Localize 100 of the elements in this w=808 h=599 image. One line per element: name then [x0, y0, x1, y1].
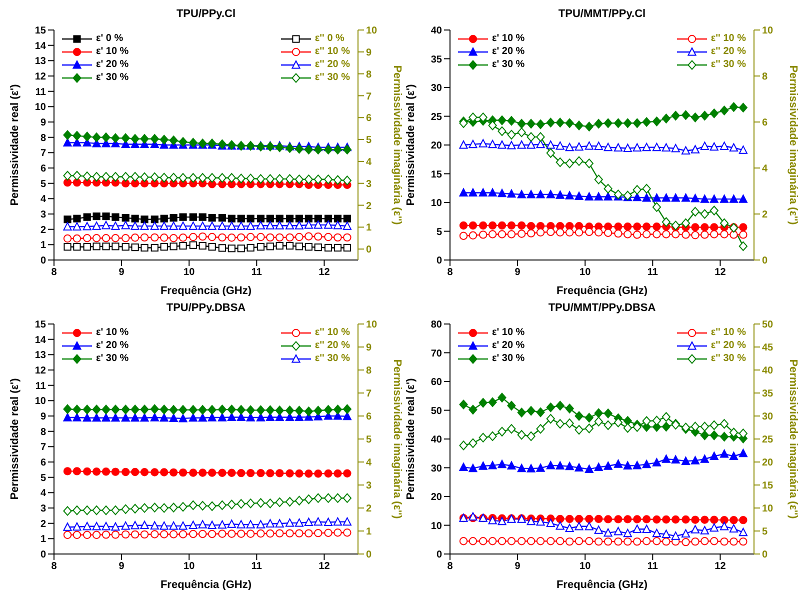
- y-axis-title: Permissividade real (ε'): [8, 84, 21, 206]
- y2-tick-label: 35: [762, 388, 774, 400]
- y-tick-label: 80: [430, 320, 442, 331]
- y2-tick-label: 4: [366, 458, 372, 469]
- y-tick-label: 0: [40, 256, 46, 267]
- y2-tick-label: 6: [366, 412, 372, 423]
- y2-tick-label: 4: [366, 156, 372, 168]
- y-tick-label: 40: [430, 26, 442, 37]
- legend-label: ε' 10 %: [96, 45, 129, 58]
- chart-title: TPU/MMT/PPy.Cl: [557, 8, 647, 22]
- x-tick-label: 12: [318, 267, 330, 278]
- y2-axis-title: Permissividade imaginária (ε''): [787, 65, 800, 226]
- x-tick-label: 10: [184, 267, 196, 278]
- y-tick-label: 5: [40, 472, 46, 484]
- y-tick-label: 4: [40, 194, 46, 206]
- y-tick-label: 4: [40, 488, 46, 500]
- legend-label: ε' 0 %: [96, 32, 124, 45]
- legend-label: ε' 20 %: [96, 339, 129, 352]
- legend-label: ε' 10 %: [492, 32, 525, 45]
- y-tick-label: 11: [35, 86, 46, 98]
- legend-label: ε'' 30 %: [314, 352, 350, 365]
- x-axis-title: Frequência (GHz): [160, 579, 252, 591]
- y2-tick-label: 45: [762, 342, 774, 354]
- y2-tick-label: 10: [366, 320, 378, 331]
- x-axis-title: Frequência (GHz): [556, 579, 648, 591]
- legend-label: ε'' 30 %: [314, 71, 350, 84]
- legend-label: ε'' 30 %: [710, 352, 746, 365]
- y-tick-label: 15: [430, 169, 442, 180]
- y-tick-label: 10: [34, 102, 46, 114]
- y2-tick-label: 9: [366, 342, 372, 354]
- y2-tick-label: 1: [366, 222, 372, 234]
- y-tick-label: 35: [430, 54, 442, 66]
- y-tick-label: 70: [430, 348, 442, 360]
- y-tick-label: 30: [430, 83, 442, 94]
- y-tick-label: 2: [40, 224, 46, 236]
- y-tick-label: 20: [430, 140, 442, 152]
- y-tick-label: 10: [34, 396, 46, 408]
- y2-tick-label: 8: [762, 72, 768, 83]
- y-tick-label: 1: [40, 240, 46, 252]
- y2-tick-label: 20: [762, 458, 774, 469]
- y-tick-label: 0: [436, 256, 442, 267]
- x-tick-label: 12: [714, 561, 726, 572]
- y2-tick-label: 10: [762, 504, 774, 515]
- y2-tick-label: 6: [762, 118, 768, 129]
- y-tick-label: 15: [34, 26, 46, 37]
- y2-tick-label: 2: [366, 504, 372, 515]
- x-tick-label: 8: [447, 561, 454, 572]
- legend-label: ε' 10 %: [96, 326, 129, 339]
- legend-label: ε'' 20 %: [314, 339, 350, 352]
- y-tick-label: 1: [40, 534, 46, 546]
- y2-tick-label: 30: [762, 412, 774, 423]
- x-tick-label: 11: [251, 561, 262, 572]
- legend-label: ε' 20 %: [492, 45, 525, 58]
- y-tick-label: 5: [436, 226, 442, 238]
- y-tick-label: 12: [34, 366, 46, 377]
- y2-tick-label: 5: [366, 135, 372, 146]
- y-tick-label: 25: [430, 112, 442, 123]
- x-tick-label: 10: [184, 561, 196, 572]
- legend-label: ε' 30 %: [96, 352, 129, 365]
- y2-tick-label: 7: [366, 388, 372, 400]
- x-tick-label: 12: [318, 561, 330, 572]
- y2-tick-label: 0: [366, 244, 372, 256]
- x-tick-label: 10: [580, 561, 592, 572]
- x-tick-label: 10: [580, 267, 592, 278]
- x-tick-label: 12: [714, 267, 726, 278]
- chart-title: TPU/MMT/PPy.DBSA: [547, 302, 657, 316]
- y-tick-label: 3: [40, 210, 46, 221]
- y2-tick-label: 0: [762, 550, 768, 561]
- y2-axis-title: Permissividade imaginária (ε''): [391, 65, 404, 226]
- x-tick-label: 9: [514, 267, 521, 278]
- legend-label: ε'' 20 %: [314, 58, 350, 71]
- legend-label: ε'' 10 %: [710, 326, 746, 339]
- y2-tick-label: 4: [762, 164, 768, 175]
- y2-tick-label: 10: [762, 26, 774, 37]
- y2-tick-label: 9: [366, 47, 372, 58]
- y-tick-label: 0: [436, 550, 442, 561]
- y2-tick-label: 8: [366, 69, 372, 80]
- x-axis-title: Frequência (GHz): [160, 285, 252, 297]
- x-tick-label: 9: [118, 561, 125, 572]
- y-tick-label: 6: [40, 458, 46, 469]
- y2-tick-label: 15: [762, 480, 774, 492]
- y2-tick-label: 7: [366, 91, 372, 102]
- y2-tick-label: 3: [366, 480, 372, 492]
- legend-label: ε'' 20 %: [710, 339, 746, 352]
- x-tick-label: 11: [647, 267, 658, 278]
- y2-tick-label: 10: [366, 26, 378, 37]
- chart-title: TPU/PPy.DBSA: [165, 302, 247, 316]
- y2-tick-label: 3: [366, 178, 372, 190]
- y2-tick-label: 0: [762, 256, 768, 267]
- legend-label: ε'' 30 %: [710, 58, 746, 71]
- legend-label: ε' 30 %: [492, 58, 525, 71]
- legend-label: ε' 20 %: [492, 339, 525, 352]
- y-axis-title: Permissividade real (ε'): [8, 378, 21, 500]
- y-tick-label: 15: [34, 320, 46, 331]
- y-tick-label: 10: [430, 198, 442, 210]
- x-tick-label: 8: [51, 561, 58, 572]
- y-tick-label: 14: [34, 334, 46, 346]
- legend-label: ε' 30 %: [96, 71, 129, 84]
- y2-tick-label: 0: [366, 550, 372, 561]
- chart-title: TPU/PPy.Cl: [175, 8, 237, 22]
